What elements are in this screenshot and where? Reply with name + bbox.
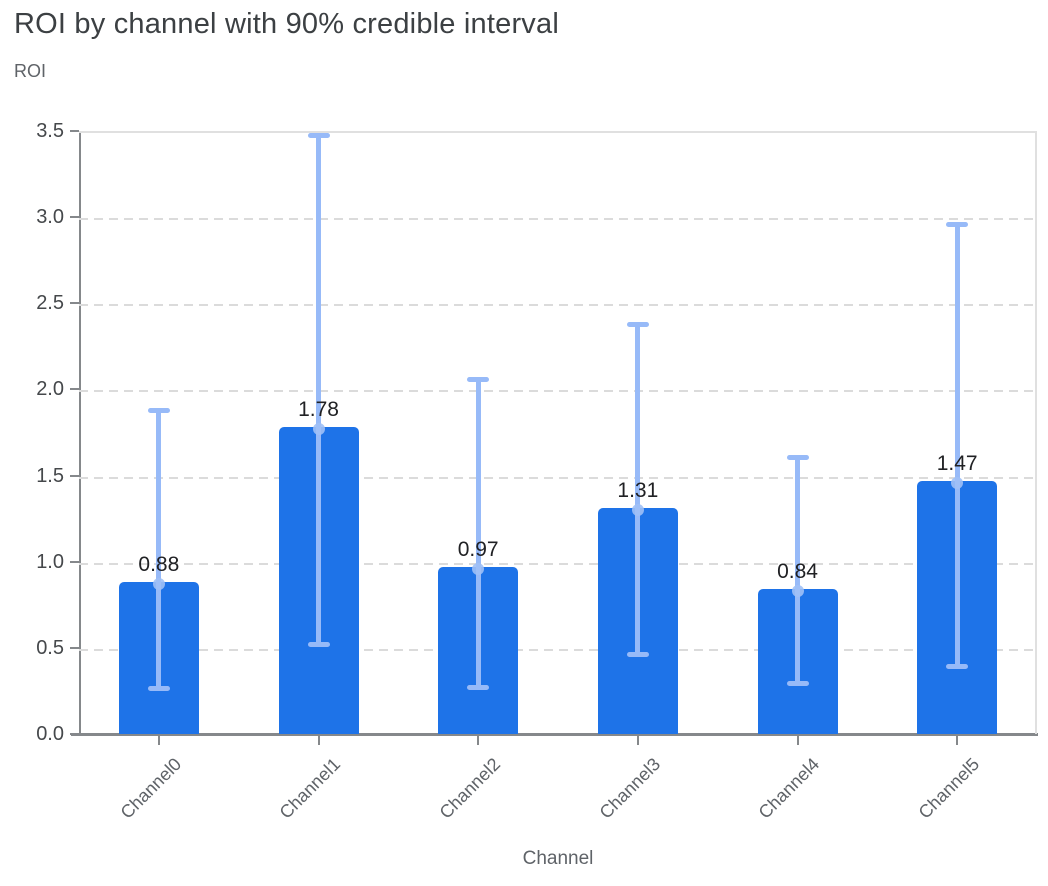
mean-marker <box>312 423 325 436</box>
y-tick-mark <box>70 560 79 563</box>
mean-marker <box>631 504 644 517</box>
y-tick-label: 2.0 <box>36 378 64 401</box>
y-tick-label: 3.5 <box>36 120 64 142</box>
mean-marker <box>472 562 485 575</box>
mean-marker <box>951 476 964 489</box>
x-tick-label-text: Channel4 <box>755 754 824 823</box>
x-tick-label-text: Channel1 <box>276 754 345 823</box>
error-bar-cap-bottom <box>307 641 330 647</box>
chart-title: ROI by channel with 90% credible interva… <box>14 8 559 40</box>
error-bar-cap-bottom <box>626 652 649 658</box>
error-bar-line <box>795 456 800 685</box>
error-bar-cap-bottom <box>786 681 809 687</box>
x-tick-mark <box>157 736 160 745</box>
y-axis-title: ROI <box>14 61 47 81</box>
x-tick-mark <box>317 736 320 745</box>
y-tick-mark <box>70 216 79 219</box>
y-tick-mark <box>70 302 79 305</box>
error-bar-cap-bottom <box>147 686 170 692</box>
y-gridline <box>79 218 1035 221</box>
error-bar-cap-top <box>946 222 969 228</box>
error-bar-cap-top <box>147 408 170 414</box>
y-gridline <box>79 390 1035 393</box>
bar-value-label: 1.47 <box>936 451 978 475</box>
plot-area: 0.88 1.78 0.97 1.31 0.84 1.47 <box>79 131 1037 734</box>
error-bar-cap-bottom <box>467 684 490 690</box>
x-axis-line <box>71 733 1038 736</box>
y-gridline <box>79 304 1035 307</box>
y-tick-label: 1.0 <box>36 550 64 573</box>
y-tick-mark <box>70 474 79 477</box>
x-tick-mark <box>477 736 480 745</box>
y-gridline <box>79 476 1035 479</box>
x-tick-label-text: Channel3 <box>595 754 664 823</box>
x-tick-label-text: Channel5 <box>914 754 984 823</box>
y-gridline <box>79 562 1035 565</box>
bar-value-label: 0.97 <box>457 537 499 561</box>
x-tick-mark <box>956 736 959 745</box>
y-tick-mark <box>70 130 79 132</box>
bar-value-label: 1.78 <box>298 398 339 422</box>
x-tick-label-text: Channel2 <box>435 754 505 823</box>
bar-value-label: 0.84 <box>777 560 818 584</box>
y-tick-label: 0.0 <box>36 723 64 745</box>
y-tick-mark <box>70 733 79 735</box>
error-bar-line <box>156 410 162 690</box>
error-bar-line <box>316 134 321 645</box>
bar-value-label: 0.88 <box>138 553 180 577</box>
bar-value-label: 1.31 <box>617 479 659 503</box>
y-gridline <box>79 648 1035 651</box>
x-tick-label-text: Channel0 <box>116 754 185 823</box>
error-bar-line <box>635 324 641 656</box>
y-tick-label: 1.5 <box>36 464 64 487</box>
x-tick-mark <box>796 736 799 745</box>
x-axis-title: Channel <box>522 848 594 869</box>
y-tick-mark <box>70 646 79 649</box>
y-tick-label: 2.5 <box>36 292 64 315</box>
y-tick-label: 3.0 <box>36 206 64 229</box>
x-tick-mark <box>636 736 639 745</box>
error-bar-cap-bottom <box>946 664 969 670</box>
error-bar-cap-top <box>467 377 490 383</box>
error-bar-cap-top <box>786 454 809 460</box>
mean-marker <box>152 578 165 591</box>
error-bar-cap-top <box>307 132 330 138</box>
error-bar-line <box>954 224 960 668</box>
y-axis-line <box>79 131 81 734</box>
error-bar-line <box>475 379 481 688</box>
y-tick-mark <box>70 388 79 391</box>
y-tick-label: 0.5 <box>36 636 64 659</box>
error-bar-cap-top <box>626 322 649 328</box>
mean-marker <box>791 585 804 598</box>
